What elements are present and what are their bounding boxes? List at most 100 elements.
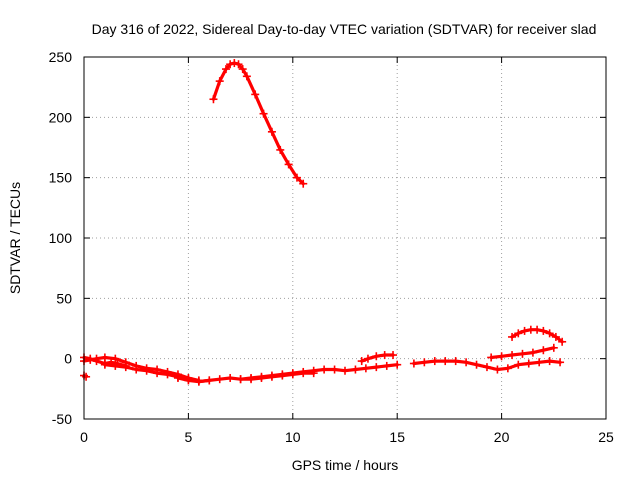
data-point — [292, 173, 301, 182]
data-point — [215, 77, 224, 86]
data-point — [121, 363, 130, 372]
data-point — [142, 366, 151, 375]
data-point — [111, 354, 120, 363]
data-point — [551, 332, 560, 341]
data-point — [82, 372, 91, 381]
data-point — [524, 359, 533, 368]
data-point — [528, 348, 537, 357]
data-point — [357, 357, 366, 366]
data-point — [276, 145, 285, 154]
data-point — [100, 353, 109, 362]
y-tick-label: 50 — [56, 290, 72, 306]
data-point — [100, 360, 109, 369]
axis-ticks: 0 5 10 15 20 25 -50 0 50 100 150 200 250 — [49, 49, 614, 445]
data-point — [221, 65, 230, 74]
chart-title: Day 316 of 2022, Sidereal Day-to-day VTE… — [92, 21, 597, 37]
data-point — [545, 329, 554, 338]
data-point — [251, 90, 260, 99]
data-point — [226, 373, 235, 382]
data-point — [299, 179, 308, 188]
x-tick-label: 10 — [285, 429, 301, 445]
series-track-high — [209, 59, 308, 188]
data-point — [409, 359, 418, 368]
data-point — [556, 358, 565, 367]
data-point — [238, 65, 247, 74]
data-point — [472, 360, 481, 369]
data-point — [539, 326, 548, 335]
data-point — [92, 354, 101, 363]
data-point — [482, 363, 491, 372]
data-point — [284, 160, 293, 169]
y-tick-label: 150 — [49, 170, 73, 186]
data-point — [267, 127, 276, 136]
plot-frame — [83, 56, 607, 420]
data-point — [257, 372, 266, 381]
data-point — [194, 377, 203, 386]
series-track-f — [236, 360, 402, 384]
data-point — [508, 332, 517, 341]
data-point — [493, 365, 502, 374]
data-point — [518, 349, 527, 358]
data-point — [520, 326, 529, 335]
data-point — [487, 353, 496, 362]
data-series — [80, 59, 567, 386]
data-point — [205, 376, 214, 385]
data-point — [309, 366, 318, 375]
data-point — [533, 325, 542, 334]
y-axis-label: SDTVAR / TECUs — [7, 182, 23, 294]
data-point — [497, 352, 506, 361]
data-point — [361, 364, 370, 373]
series-track-g — [357, 351, 398, 366]
data-point — [382, 361, 391, 370]
data-point — [111, 361, 120, 370]
data-point — [184, 376, 193, 385]
data-point — [539, 346, 548, 355]
data-point — [389, 351, 398, 360]
data-point — [236, 375, 245, 384]
data-point — [451, 357, 460, 366]
data-point — [173, 373, 182, 382]
data-point — [508, 351, 517, 360]
x-tick-label: 5 — [185, 429, 193, 445]
data-point — [299, 367, 308, 376]
data-point — [163, 370, 172, 379]
x-axis-label: GPS time / hours — [292, 457, 399, 473]
data-point — [330, 365, 339, 374]
data-point — [514, 360, 523, 369]
data-point — [420, 358, 429, 367]
y-tick-label: 0 — [64, 351, 72, 367]
series-line — [239, 363, 399, 381]
y-tick-label: 200 — [49, 109, 73, 125]
data-point — [341, 366, 349, 375]
data-point — [267, 371, 276, 380]
data-point — [226, 60, 235, 69]
series-track-c — [80, 371, 91, 381]
data-point — [535, 358, 544, 367]
data-point — [278, 370, 287, 379]
data-point — [86, 355, 95, 364]
data-point — [380, 351, 389, 360]
data-point — [363, 354, 372, 363]
data-point — [441, 357, 450, 366]
x-tick-label: 15 — [389, 429, 405, 445]
data-point — [132, 365, 141, 374]
series-line — [211, 61, 305, 186]
data-point — [209, 95, 218, 104]
data-point — [230, 59, 239, 68]
y-tick-label: 250 — [49, 49, 73, 65]
x-tick-label: 0 — [80, 429, 88, 445]
data-point — [372, 363, 381, 372]
grid — [84, 57, 606, 419]
y-tick-label: 100 — [49, 230, 73, 246]
data-point — [430, 357, 439, 366]
data-point — [288, 369, 297, 378]
series-track-j — [508, 325, 567, 346]
data-point — [242, 72, 251, 81]
data-point — [514, 329, 523, 338]
data-point — [215, 375, 224, 384]
data-point — [503, 364, 512, 373]
series-track-h — [409, 357, 565, 374]
data-point — [259, 109, 268, 118]
data-point — [545, 357, 554, 366]
